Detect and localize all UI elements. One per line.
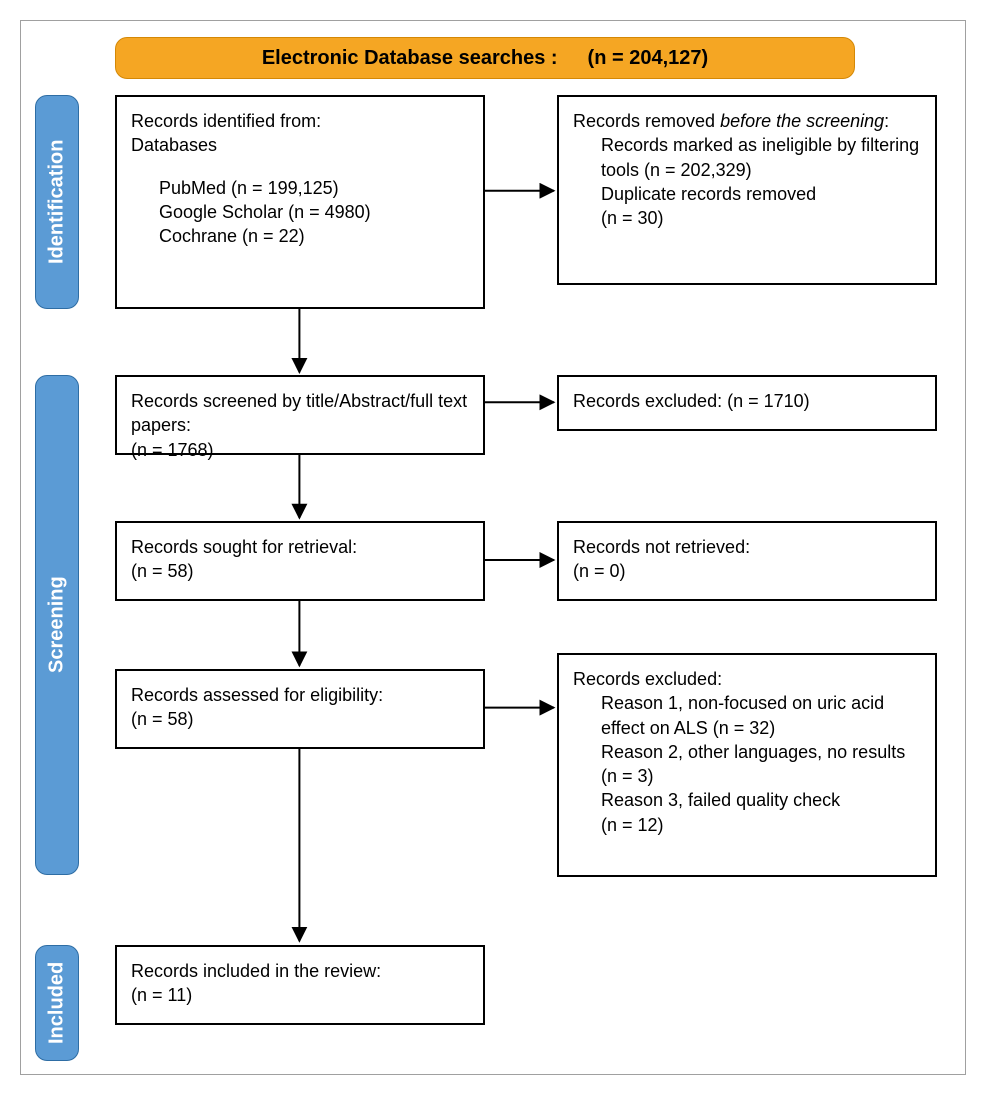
identified-cochrane: Cochrane (n = 22)	[159, 224, 469, 248]
box-records-screened: Records screened by title/Abstract/full …	[115, 375, 485, 455]
identified-scholar: Google Scholar (n = 4980)	[159, 200, 469, 224]
stage-identification-label: Identification	[46, 140, 69, 264]
box-records-removed: Records removed before the screening: Re…	[557, 95, 937, 285]
header-title: Electronic Database searches :	[262, 47, 558, 70]
notretrieved-l2: (n = 0)	[573, 559, 921, 583]
stage-included-label: Included	[46, 962, 69, 1044]
stage-screening-label: Screening	[46, 577, 69, 674]
identified-pubmed: PubMed (n = 199,125)	[159, 176, 469, 200]
excluded2-r3b: (n = 12)	[601, 813, 921, 837]
removed-l3: Duplicate records removed	[601, 182, 921, 206]
sought-l2: (n = 58)	[131, 559, 469, 583]
identified-l1: Records identified from:	[131, 109, 469, 133]
box-records-excluded2: Records excluded: Reason 1, non-focused …	[557, 653, 937, 877]
included-l2: (n = 11)	[131, 983, 469, 1007]
excluded1-l1: Records excluded: (n = 1710)	[573, 389, 921, 413]
assessed-l2: (n = 58)	[131, 707, 469, 731]
box-records-identified: Records identified from: Databases PubMe…	[115, 95, 485, 309]
box-records-assessed: Records assessed for eligibility: (n = 5…	[115, 669, 485, 749]
included-l1: Records included in the review:	[131, 959, 469, 983]
screened-l2: (n = 1768)	[131, 438, 469, 462]
assessed-l1: Records assessed for eligibility:	[131, 683, 469, 707]
removed-l1: Records removed	[573, 111, 720, 131]
stage-screening: Screening	[35, 375, 79, 875]
stage-identification: Identification	[35, 95, 79, 309]
removed-colon: :	[884, 111, 889, 131]
screened-l1: Records screened by title/Abstract/full …	[131, 389, 469, 438]
excluded2-r2a: Reason 2, other languages, no results (n…	[601, 740, 921, 789]
removed-l1-italic: before the screening	[720, 111, 884, 131]
excluded2-r3a: Reason 3, failed quality check	[601, 788, 921, 812]
notretrieved-l1: Records not retrieved:	[573, 535, 921, 559]
box-records-notretrieved: Records not retrieved: (n = 0)	[557, 521, 937, 601]
removed-l1-wrap: Records removed before the screening:	[573, 109, 921, 133]
prisma-flowchart: Electronic Database searches : (n = 204,…	[20, 20, 966, 1075]
box-records-sought: Records sought for retrieval: (n = 58)	[115, 521, 485, 601]
removed-l4: (n = 30)	[601, 206, 921, 230]
excluded2-r1a: Reason 1, non-focused on uric acid effec…	[601, 691, 921, 740]
removed-l2: Records marked as ineligible by filterin…	[601, 133, 921, 182]
sought-l1: Records sought for retrieval:	[131, 535, 469, 559]
box-records-excluded1: Records excluded: (n = 1710)	[557, 375, 937, 431]
box-records-included: Records included in the review: (n = 11)	[115, 945, 485, 1025]
identified-l2: Databases	[131, 133, 469, 157]
header-bar: Electronic Database searches : (n = 204,…	[115, 37, 855, 79]
header-count: (n = 204,127)	[588, 47, 709, 70]
excluded2-l1: Records excluded:	[573, 667, 921, 691]
stage-included: Included	[35, 945, 79, 1061]
